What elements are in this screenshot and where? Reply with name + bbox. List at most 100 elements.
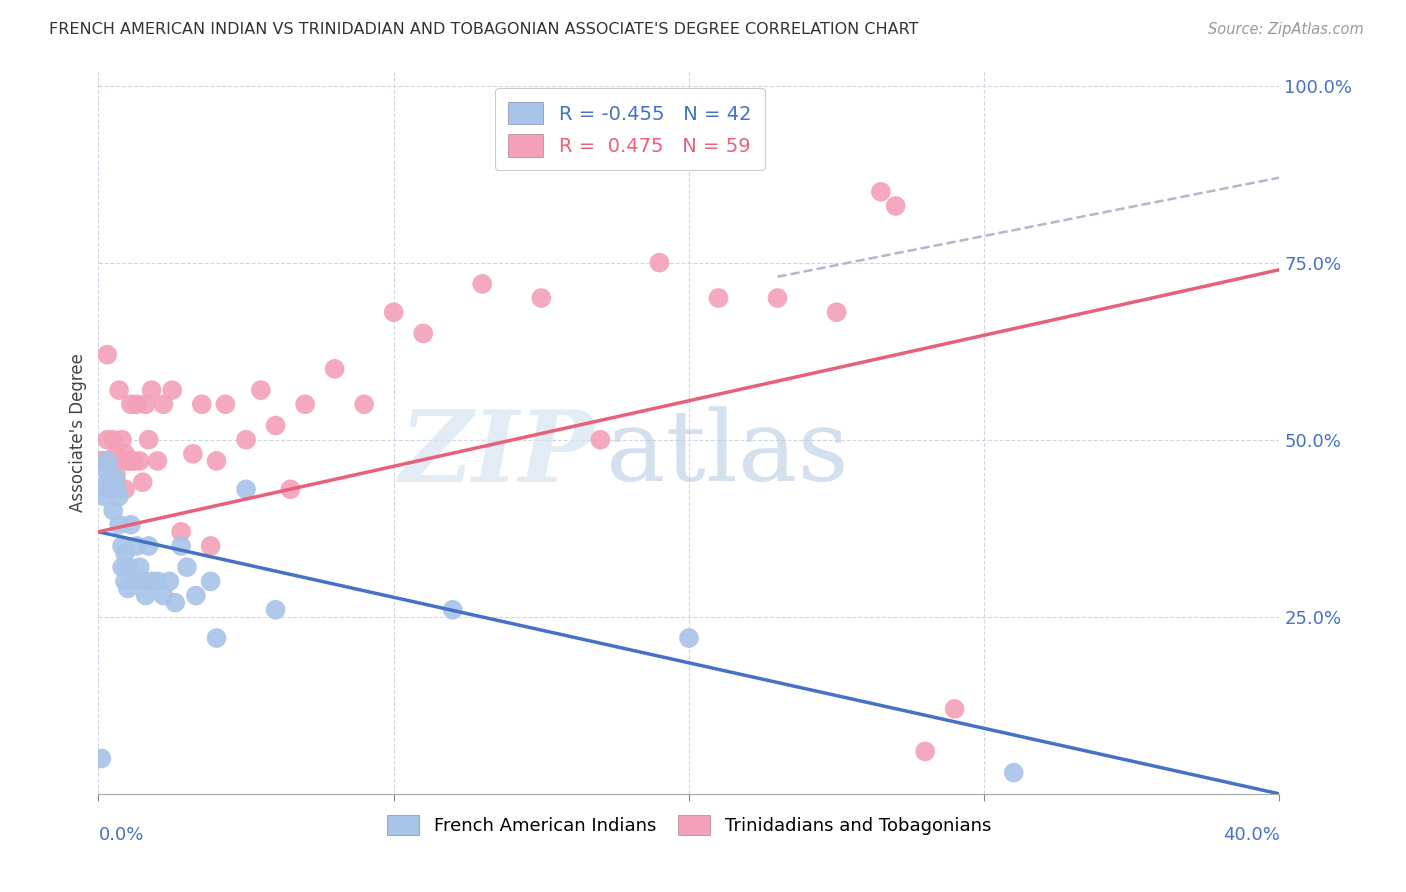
Point	[412, 326, 434, 341]
Text: 0.0%: 0.0%	[98, 826, 143, 845]
Point	[103, 468, 125, 483]
Point	[648, 255, 671, 269]
Point	[530, 291, 553, 305]
Point	[111, 433, 134, 447]
Point	[205, 454, 228, 468]
Point	[146, 454, 169, 468]
Point	[146, 574, 169, 589]
Point	[90, 751, 112, 765]
Point	[914, 744, 936, 758]
Point	[141, 574, 163, 589]
Point	[825, 305, 848, 319]
Text: 40.0%: 40.0%	[1223, 826, 1279, 845]
Point	[200, 539, 222, 553]
Point	[90, 454, 112, 468]
Point	[114, 483, 136, 497]
Point	[323, 362, 346, 376]
Point	[707, 291, 730, 305]
Point	[294, 397, 316, 411]
Point	[471, 277, 494, 291]
Point	[135, 589, 157, 603]
Point	[111, 539, 134, 553]
Point	[870, 185, 893, 199]
Point	[96, 433, 118, 447]
Point	[264, 418, 287, 433]
Point	[141, 383, 163, 397]
Text: ZIP: ZIP	[399, 406, 595, 502]
Point	[93, 454, 115, 468]
Legend: French American Indians, Trinidadians and Tobagonians: French American Indians, Trinidadians an…	[375, 804, 1002, 847]
Point	[93, 454, 115, 468]
Point	[191, 397, 214, 411]
Point	[235, 483, 257, 497]
Point	[117, 454, 139, 468]
Point	[117, 582, 139, 596]
Point	[105, 447, 128, 461]
Point	[108, 454, 131, 468]
Text: Source: ZipAtlas.com: Source: ZipAtlas.com	[1208, 22, 1364, 37]
Point	[125, 539, 148, 553]
Point	[157, 574, 180, 589]
Point	[128, 454, 150, 468]
Point	[382, 305, 405, 319]
Point	[135, 397, 157, 411]
Point	[98, 483, 121, 497]
Point	[103, 454, 125, 468]
Point	[114, 546, 136, 560]
Point	[111, 454, 134, 468]
Point	[205, 631, 228, 645]
Point	[264, 603, 287, 617]
Point	[111, 560, 134, 574]
Point	[96, 483, 118, 497]
Point	[884, 199, 907, 213]
Point	[1002, 765, 1025, 780]
Point	[105, 483, 128, 497]
Point	[138, 433, 160, 447]
Point	[108, 517, 131, 532]
Point	[125, 397, 148, 411]
Point	[170, 524, 193, 539]
Point	[103, 503, 125, 517]
Point	[122, 574, 145, 589]
Point	[108, 489, 131, 503]
Point	[96, 348, 118, 362]
Point	[170, 539, 193, 553]
Point	[96, 475, 118, 490]
Point	[98, 454, 121, 468]
Text: FRENCH AMERICAN INDIAN VS TRINIDADIAN AND TOBAGONIAN ASSOCIATE'S DEGREE CORRELAT: FRENCH AMERICAN INDIAN VS TRINIDADIAN AN…	[49, 22, 918, 37]
Point	[766, 291, 789, 305]
Point	[943, 702, 966, 716]
Point	[98, 475, 121, 490]
Point	[114, 447, 136, 461]
Text: atlas: atlas	[606, 407, 849, 502]
Point	[108, 383, 131, 397]
Point	[152, 397, 174, 411]
Point	[105, 454, 128, 468]
Point	[114, 574, 136, 589]
Point	[103, 433, 125, 447]
Point	[214, 397, 236, 411]
Point	[162, 383, 183, 397]
Point	[105, 468, 128, 483]
Point	[589, 433, 612, 447]
Point	[132, 475, 155, 490]
Point	[96, 454, 118, 468]
Point	[176, 560, 198, 574]
Point	[280, 483, 302, 497]
Point	[93, 461, 115, 475]
Point	[235, 433, 257, 447]
Point	[128, 560, 150, 574]
Point	[120, 517, 142, 532]
Point	[181, 447, 204, 461]
Y-axis label: Associate's Degree: Associate's Degree	[69, 353, 87, 512]
Point	[200, 574, 222, 589]
Point	[122, 454, 145, 468]
Point	[105, 475, 128, 490]
Point	[98, 483, 121, 497]
Point	[441, 603, 464, 617]
Point	[678, 631, 700, 645]
Point	[184, 589, 207, 603]
Point	[250, 383, 273, 397]
Point	[93, 489, 115, 503]
Point	[117, 560, 139, 574]
